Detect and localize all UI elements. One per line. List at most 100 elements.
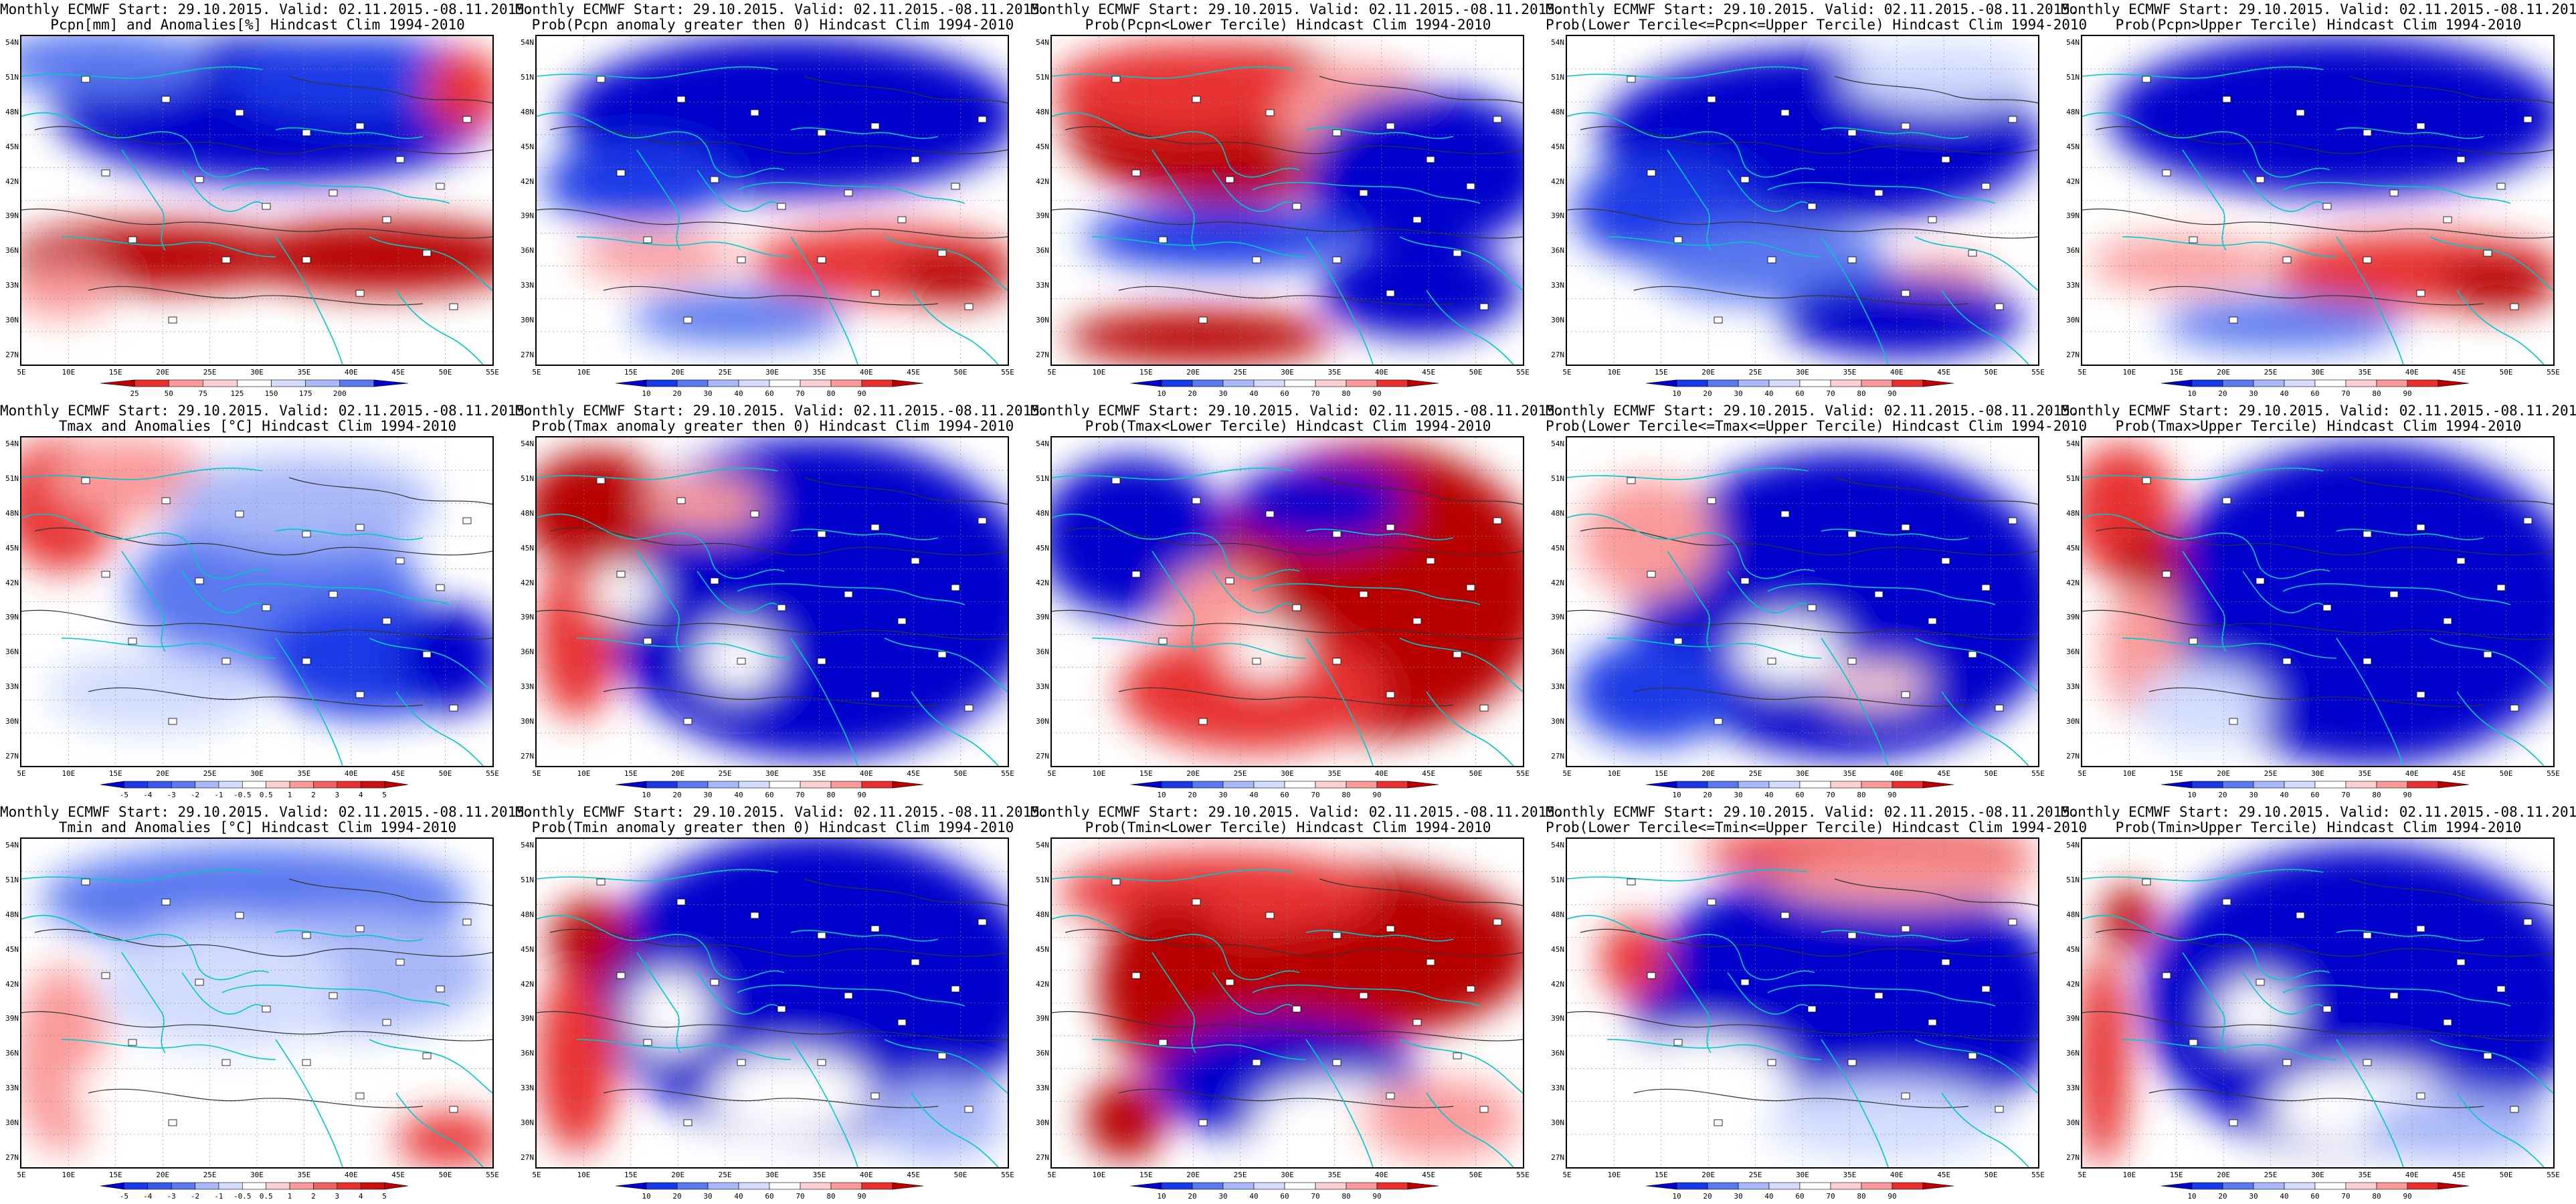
color-bar-label: 90 [2403, 389, 2411, 398]
lon-tick-label: 20E [1701, 368, 1716, 377]
color-bar-label: 20 [672, 389, 681, 398]
station-marker [1426, 959, 1435, 966]
color-bar-label: 10 [642, 791, 650, 799]
color-bar-swatch [1922, 379, 1954, 387]
lon-tick-label: 30E [765, 368, 779, 377]
station-marker [2363, 530, 2372, 538]
contour-line [1319, 878, 1523, 906]
lat-tick-label: 51N [1551, 72, 1564, 82]
field-region [1085, 203, 1353, 270]
station-marker [737, 256, 746, 264]
color-bar-label: 90 [1888, 1192, 1896, 1201]
field-region [2089, 237, 2276, 290]
station-marker [2363, 932, 2372, 939]
lat-tick-label: 39N [1551, 613, 1564, 622]
station-marker [964, 303, 974, 310]
station-marker [128, 637, 137, 645]
station-marker [1192, 96, 1201, 103]
field-region [2437, 257, 2553, 310]
color-bar-label: 10 [642, 1192, 650, 1201]
station-marker [1479, 704, 1489, 712]
field-region [169, 458, 436, 551]
station-marker [2363, 1059, 2372, 1066]
lat-tick-label: 48N [2066, 107, 2080, 116]
coastline [537, 112, 785, 178]
color-bar-label: 10 [2187, 791, 2196, 799]
color-bar-swatch [2284, 379, 2316, 387]
lat-tick-label: 27N [1036, 1153, 1049, 1162]
lon-tick-label: 20E [156, 1171, 170, 1179]
lon-tick-label: 15E [624, 769, 638, 778]
station-marker [2189, 637, 2198, 645]
coastline [1914, 1039, 2038, 1094]
station-marker [1386, 691, 1395, 698]
station-marker [2008, 116, 2017, 123]
field-region [1119, 631, 1386, 752]
lon-tick-label: 55E [2031, 368, 2045, 377]
coastline [2122, 1039, 2337, 1060]
lat-tick-label: 54N [5, 439, 19, 448]
color-bar-swatch [218, 1182, 243, 1190]
lon-tick-label: 30E [765, 769, 779, 778]
field-region [2102, 886, 2156, 952]
color-bar-swatch [2345, 781, 2377, 789]
coastline [2336, 637, 2404, 766]
lon-tick-label: 5E [17, 769, 26, 778]
lat-tick-label: 42N [1551, 177, 1564, 186]
lat-tick-label: 48N [1551, 508, 1564, 518]
station-marker [1874, 591, 1883, 598]
color-bar-label: 40 [734, 1192, 743, 1201]
panel-title-line2: Prob(Pcpn<Lower Tercile) Hindcast Clim 1… [1085, 17, 1491, 33]
color-bar-swatch [2160, 781, 2193, 789]
forecast-map [1050, 436, 1524, 767]
lon-tick-label: 40E [1890, 769, 1904, 778]
station-marker [1131, 169, 1141, 177]
color-bar-label: 60 [1280, 791, 1289, 799]
station-marker [2256, 979, 2265, 986]
color-bar-swatch [707, 1182, 739, 1190]
lat-tick-label: 33N [1551, 281, 1564, 290]
station-marker [355, 524, 365, 531]
panel-title-line2: Tmax and Anomalies [°C] Hindcast Clim 19… [58, 418, 457, 434]
color-bar-swatch [1738, 781, 1770, 789]
color-bar-label: 125 [231, 389, 244, 398]
lon-tick-label: 20E [1701, 769, 1716, 778]
color-bar-label: 80 [826, 389, 835, 398]
coastline [790, 528, 939, 540]
station-marker [1192, 898, 1201, 906]
station-marker [329, 992, 338, 999]
color-bar-swatch [360, 781, 385, 789]
color-bar-label: 60 [765, 389, 773, 398]
lon-tick-label: 25E [1748, 368, 1762, 377]
coastline [1941, 1092, 2029, 1167]
coastline [1426, 290, 1514, 365]
lon-tick-label: 45E [1937, 368, 1951, 377]
color-bar-label: 20 [1188, 1192, 1196, 1201]
station-marker [1928, 216, 1937, 223]
lon-tick-label: 45E [2452, 769, 2466, 778]
color-bar-swatch [373, 379, 409, 387]
color-bar: -5 -4 -3 -2 -1 -0.5 0.5 1 2 3 4 5 [87, 1182, 422, 1203]
station-marker [1292, 1005, 1301, 1013]
station-marker [1453, 651, 1462, 658]
lat-tick-label: 51N [521, 875, 534, 884]
station-marker [2322, 604, 2332, 611]
coastline [275, 528, 424, 540]
station-marker [2496, 183, 2506, 190]
field-region [75, 1046, 262, 1140]
station-marker [1981, 985, 1991, 993]
color-bar-label: 70 [1311, 791, 1319, 799]
coastline [697, 972, 778, 1015]
map-panel-pcpn-prob-pos: Monthly ECMWF Start: 29.10.2015. Valid: … [515, 0, 1048, 401]
station-marker [355, 925, 365, 932]
station-marker [683, 316, 693, 324]
contour-line [21, 1011, 492, 1041]
forecast-map [20, 436, 494, 767]
station-marker [750, 109, 759, 116]
color-bar-swatch [1346, 379, 1378, 387]
panel-title-line1: Monthly ECMWF Start: 29.10.2015. Valid: … [2061, 403, 2576, 419]
station-marker [1359, 992, 1368, 999]
color-bar-label: 150 [265, 389, 278, 398]
map-panel-tmax-prob-upper: Monthly ECMWF Start: 29.10.2015. Valid: … [2061, 401, 2576, 803]
station-marker [2363, 658, 2372, 665]
